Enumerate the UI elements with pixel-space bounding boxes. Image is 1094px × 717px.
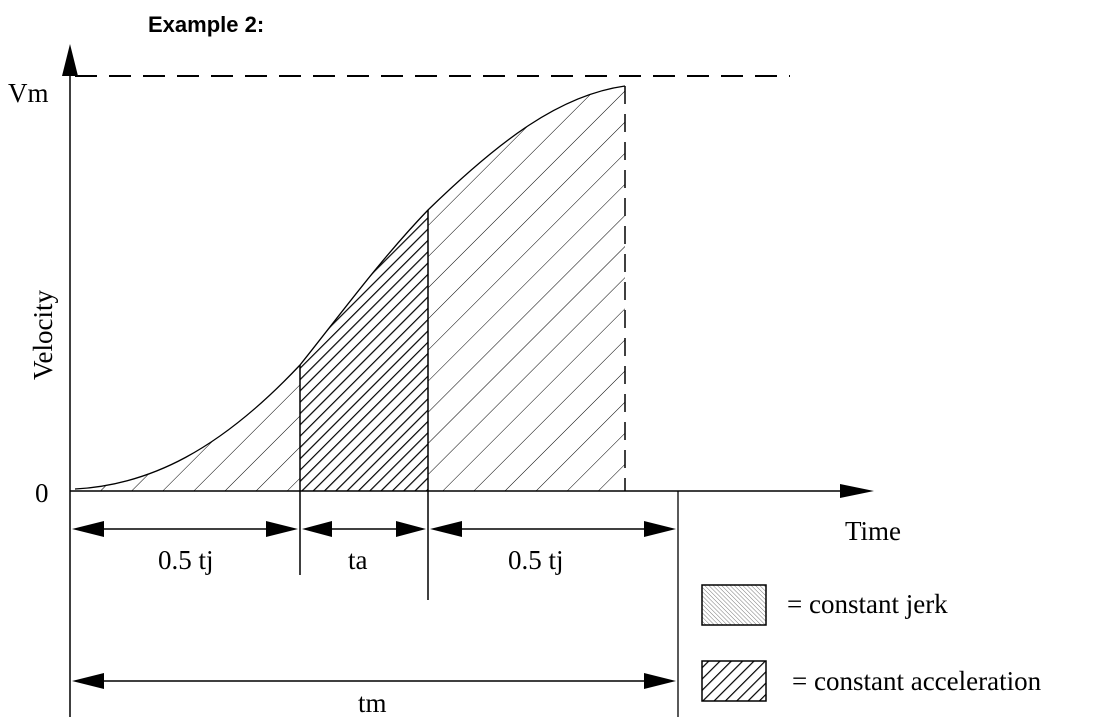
y-axis-arrowhead bbox=[62, 44, 78, 76]
interval-arrow-last bbox=[430, 521, 676, 537]
origin-label: 0 bbox=[35, 478, 49, 508]
vm-label: Vm bbox=[8, 78, 49, 108]
interval-arrow-total bbox=[72, 673, 676, 689]
diagram-title: Example 2: bbox=[148, 12, 264, 37]
legend-swatch-jerk bbox=[701, 584, 767, 626]
jerk-region-right bbox=[428, 86, 625, 491]
interval-label-middle: ta bbox=[348, 545, 368, 575]
legend-swatch-acceleration bbox=[701, 660, 767, 702]
interval-arrow-middle bbox=[302, 521, 426, 537]
x-axis-label: Time bbox=[845, 516, 901, 546]
velocity-curve bbox=[74, 85, 626, 490]
x-axis-arrowhead bbox=[840, 484, 874, 498]
interval-label-first: 0.5 tj bbox=[158, 545, 214, 575]
legend-label-jerk: = constant jerk bbox=[787, 589, 948, 619]
legend-label-acceleration: = constant acceleration bbox=[792, 666, 1042, 696]
interval-label-total: tm bbox=[358, 688, 387, 717]
interval-label-last: 0.5 tj bbox=[508, 545, 564, 575]
acceleration-region bbox=[300, 210, 428, 491]
interval-arrow-first bbox=[72, 521, 298, 537]
jerk-region-left bbox=[75, 365, 300, 491]
y-axis-label: Velocity bbox=[28, 290, 58, 380]
